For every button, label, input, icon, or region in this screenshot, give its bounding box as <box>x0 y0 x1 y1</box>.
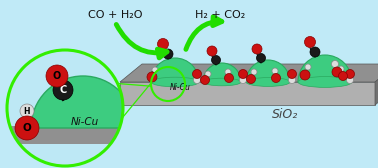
Circle shape <box>300 70 310 80</box>
Circle shape <box>288 70 296 78</box>
Ellipse shape <box>298 77 352 87</box>
Circle shape <box>152 67 158 73</box>
Circle shape <box>272 68 278 74</box>
Circle shape <box>288 76 296 83</box>
Circle shape <box>212 55 220 65</box>
Polygon shape <box>120 82 375 105</box>
Circle shape <box>310 47 320 57</box>
Ellipse shape <box>203 78 241 86</box>
Polygon shape <box>375 64 378 105</box>
Polygon shape <box>7 126 123 144</box>
Wedge shape <box>31 76 135 128</box>
Circle shape <box>194 76 200 83</box>
Wedge shape <box>246 60 290 82</box>
Circle shape <box>305 64 311 70</box>
Text: CO + H₂O: CO + H₂O <box>88 10 143 20</box>
Text: O: O <box>53 71 61 81</box>
Circle shape <box>239 70 248 78</box>
Circle shape <box>192 70 201 78</box>
Circle shape <box>207 46 217 56</box>
Circle shape <box>147 72 157 82</box>
Circle shape <box>53 80 73 100</box>
Circle shape <box>246 74 256 83</box>
Circle shape <box>163 49 173 59</box>
Text: O: O <box>23 123 31 133</box>
Circle shape <box>15 116 39 140</box>
Wedge shape <box>203 63 241 82</box>
Circle shape <box>252 44 262 54</box>
Circle shape <box>347 76 353 83</box>
Circle shape <box>345 70 355 78</box>
Circle shape <box>200 75 209 85</box>
FancyArrowPatch shape <box>116 25 167 58</box>
Circle shape <box>332 67 342 77</box>
Circle shape <box>205 71 211 77</box>
Circle shape <box>46 65 68 87</box>
Circle shape <box>338 66 344 72</box>
Text: SiO₂: SiO₂ <box>272 109 298 121</box>
Ellipse shape <box>151 77 199 87</box>
Circle shape <box>271 74 280 82</box>
Text: Ni-Cu: Ni-Cu <box>71 117 99 127</box>
Wedge shape <box>298 55 352 82</box>
Circle shape <box>225 74 234 82</box>
Text: C: C <box>59 85 67 95</box>
Circle shape <box>225 69 231 75</box>
Circle shape <box>339 72 347 80</box>
Circle shape <box>305 36 316 48</box>
Text: Ni-Cu: Ni-Cu <box>170 83 191 93</box>
Circle shape <box>240 76 246 83</box>
Circle shape <box>257 53 265 62</box>
Circle shape <box>251 69 257 75</box>
Wedge shape <box>151 58 199 82</box>
Circle shape <box>332 60 339 68</box>
Text: H: H <box>24 107 30 116</box>
FancyArrowPatch shape <box>186 17 222 49</box>
Circle shape <box>7 50 123 166</box>
Circle shape <box>20 104 34 118</box>
Circle shape <box>158 38 169 50</box>
Ellipse shape <box>246 78 290 86</box>
Polygon shape <box>120 64 378 82</box>
Text: H₂ + CO₂: H₂ + CO₂ <box>195 10 245 20</box>
